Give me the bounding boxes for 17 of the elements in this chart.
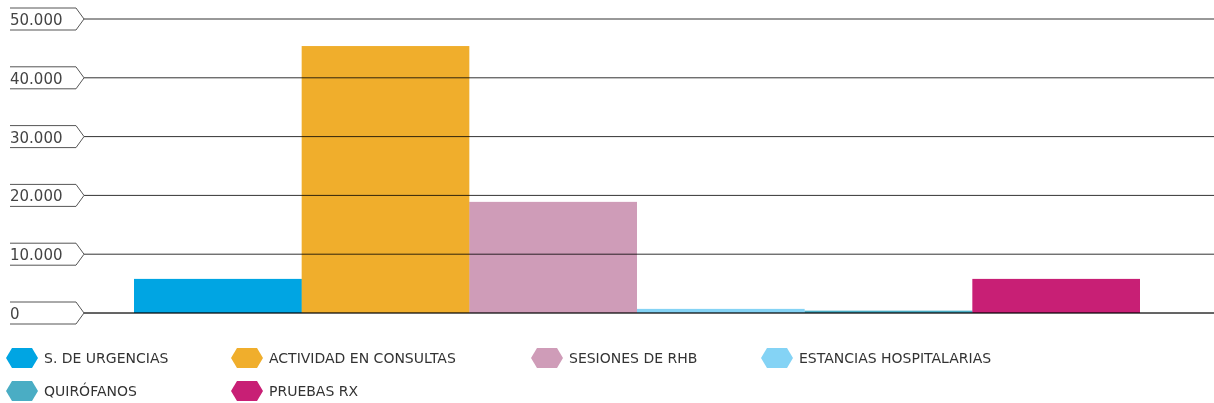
y-tick-label: 10.000 — [10, 246, 63, 265]
y-tick-label: 20.000 — [10, 187, 63, 206]
legend-label: S. DE URGENCIAS — [44, 350, 169, 366]
legend-label: ESTANCIAS HOSPITALARIAS — [799, 350, 992, 366]
bar — [637, 308, 805, 313]
legend-label: PRUEBAS RX — [269, 383, 359, 399]
bar — [469, 201, 637, 313]
bar — [134, 278, 302, 313]
y-tick-label: 30.000 — [10, 128, 63, 147]
legend-label: QUIRÓFANOS — [44, 382, 137, 399]
y-tick-label: 0 — [10, 305, 20, 323]
bar — [972, 278, 1140, 313]
legend-label: SESIONES DE RHB — [569, 350, 698, 366]
bar — [301, 46, 470, 313]
legend-label: ACTIVIDAD EN CONSULTAS — [269, 350, 456, 366]
y-tick-label: 40.000 — [10, 69, 63, 88]
y-tick-label: 50.000 — [10, 11, 63, 29]
